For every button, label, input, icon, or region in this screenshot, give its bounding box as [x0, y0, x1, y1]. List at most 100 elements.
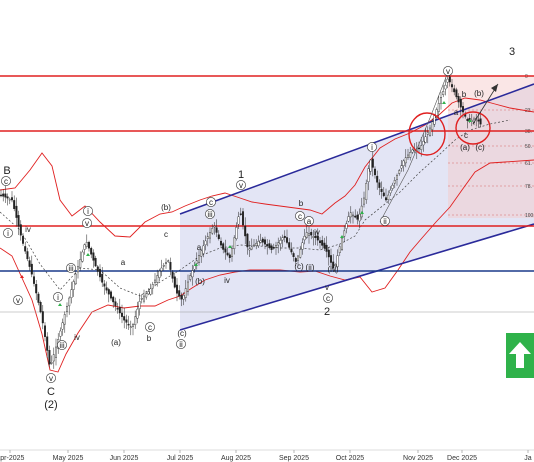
candle-body	[409, 152, 412, 158]
candle-body	[433, 115, 436, 125]
candle-body	[281, 237, 284, 241]
channel-fill	[180, 84, 534, 330]
buy-signal-badge	[506, 333, 534, 378]
candle-body	[156, 275, 159, 283]
candle-body	[22, 236, 25, 244]
candle-body	[272, 247, 275, 249]
candle-body	[215, 227, 218, 233]
fib-level-label: 78.	[525, 184, 532, 190]
candle-body	[149, 288, 152, 295]
candle-body	[87, 241, 90, 249]
candle-body	[208, 232, 211, 239]
channel-lower	[179, 223, 534, 331]
wave-label-circle	[53, 292, 63, 302]
wave-label-minor: (a)	[111, 338, 121, 347]
candle-body	[50, 362, 53, 364]
wave-label-minor: c	[209, 198, 213, 207]
x-tick-label: Sep 2025	[279, 455, 309, 462]
candle-body	[385, 197, 388, 201]
wave-label-minor: v	[325, 283, 329, 292]
candle-body	[224, 248, 227, 253]
candle-body	[319, 240, 322, 244]
candle-body	[369, 159, 372, 172]
wave-label-minor: b	[462, 90, 467, 99]
candle-body	[275, 245, 278, 248]
candle-body	[308, 233, 311, 236]
candle-body	[310, 231, 313, 236]
candle-body	[314, 235, 317, 238]
candle-body	[2, 193, 5, 197]
candle-body	[94, 257, 97, 267]
x-tick-label: Dec 2025	[447, 455, 477, 462]
x-tick-label: Aug 2025	[221, 455, 251, 462]
wave-label-circle	[83, 206, 93, 216]
wave-label-minor: b	[147, 334, 152, 343]
candle-body	[138, 301, 141, 309]
candle-body	[72, 281, 75, 290]
candle-body	[299, 249, 302, 258]
candle-body	[444, 84, 447, 90]
candle-body	[455, 89, 458, 98]
wave-label-circle	[176, 339, 186, 349]
candle-body	[367, 168, 370, 183]
wave-label-minor: c	[148, 323, 152, 332]
wave-label-circle	[145, 322, 155, 332]
candle-body	[24, 246, 27, 252]
candle-body	[171, 271, 174, 279]
candle-body	[246, 233, 249, 248]
candle-body	[191, 270, 194, 278]
candle-body	[341, 237, 344, 250]
candle-body	[219, 240, 222, 246]
candle-body	[440, 97, 443, 104]
candle-body	[158, 271, 161, 278]
candle-body	[123, 316, 126, 321]
candle-body	[63, 314, 66, 325]
candle-body	[429, 127, 432, 136]
candle-body	[303, 235, 306, 241]
candle-body	[162, 265, 165, 267]
candle-body	[389, 189, 392, 194]
candle-body	[448, 76, 451, 83]
candle-body	[411, 149, 414, 153]
candle-body	[334, 264, 337, 267]
channel-upper	[179, 83, 534, 215]
wave-label-minor: b	[299, 199, 304, 208]
candle-body	[98, 268, 101, 278]
bollinger-upper	[0, 97, 534, 238]
candle-body	[173, 276, 176, 288]
signal-marker	[20, 275, 24, 278]
wave-label-circle	[236, 180, 246, 190]
candle-body	[400, 165, 403, 169]
candle-body	[206, 236, 209, 239]
candle-body	[61, 322, 64, 330]
candle-body	[70, 289, 73, 298]
candle-body	[164, 262, 167, 264]
candle-body	[127, 323, 130, 326]
candle-body	[167, 260, 170, 262]
wave-label-minor: a	[307, 217, 312, 226]
wave-label-minor: (c)	[177, 329, 187, 338]
candle-body	[145, 293, 148, 298]
candle-body	[286, 237, 289, 243]
x-tick-label: Nov 2025	[403, 455, 433, 462]
candle-body	[343, 230, 346, 237]
candle-body	[202, 245, 205, 254]
wave-label-minor: v	[239, 181, 243, 190]
candle-body	[312, 236, 315, 238]
candle-body	[68, 297, 71, 307]
wave-label-circle	[443, 66, 453, 76]
candle-body	[230, 248, 233, 257]
candle-body	[147, 291, 150, 295]
candle-body	[101, 273, 104, 283]
candle-body	[380, 188, 383, 192]
candle-body	[407, 154, 410, 158]
candle-body	[120, 312, 123, 317]
candle-body	[305, 232, 308, 238]
candle-body	[15, 205, 18, 218]
candle-body	[217, 234, 220, 240]
candle-body	[327, 249, 330, 258]
candle-body	[255, 242, 258, 246]
wave-label-minor: v	[49, 374, 53, 383]
